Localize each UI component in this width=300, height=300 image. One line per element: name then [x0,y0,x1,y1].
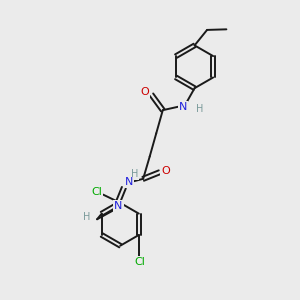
Text: N: N [114,201,123,211]
Text: H: H [83,212,90,222]
Text: N: N [125,177,134,188]
Text: O: O [141,87,149,97]
Text: N: N [179,102,187,112]
Text: H: H [130,169,138,179]
Text: O: O [161,166,170,176]
Text: Cl: Cl [91,187,102,196]
Text: Cl: Cl [135,257,146,267]
Text: H: H [196,104,203,114]
